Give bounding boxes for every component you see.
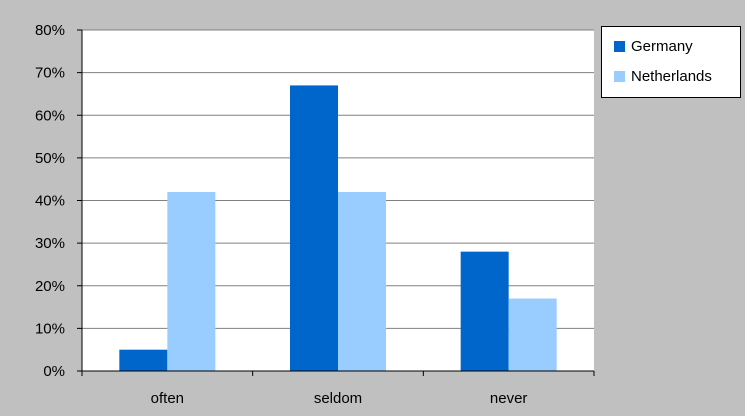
bar-netherlands-seldom bbox=[338, 191, 386, 371]
y-tick-labels: 0% 10% 20% 30% 40% 50% 60% 70% 80% bbox=[35, 22, 65, 380]
bars bbox=[119, 85, 557, 371]
legend-label-germany: Germany bbox=[631, 37, 693, 55]
legend-swatch-germany bbox=[614, 40, 625, 52]
axes bbox=[77, 29, 595, 376]
bar-germany-never bbox=[460, 251, 509, 371]
bar-germany-often bbox=[119, 349, 168, 371]
y-tick-label: 70% bbox=[35, 65, 65, 82]
y-tick-label: 40% bbox=[35, 193, 65, 210]
y-tick-label: 20% bbox=[35, 278, 65, 295]
legend-item-germany: Germany bbox=[614, 37, 693, 55]
legend: Germany Netherlands bbox=[601, 26, 741, 98]
y-tick-label: 80% bbox=[35, 22, 65, 39]
legend-item-netherlands: Netherlands bbox=[614, 67, 712, 85]
y-tick-label: 30% bbox=[35, 235, 65, 252]
y-tick-label: 10% bbox=[35, 320, 65, 337]
bar-netherlands-never bbox=[508, 298, 557, 371]
x-tick-label: never bbox=[490, 390, 528, 407]
legend-swatch-netherlands bbox=[614, 70, 625, 82]
legend-label-netherlands: Netherlands bbox=[631, 67, 712, 85]
x-tick-label: seldom bbox=[314, 390, 362, 407]
bar-netherlands-often bbox=[167, 191, 216, 371]
y-tick-label: 50% bbox=[35, 150, 65, 167]
x-tick-label: often bbox=[151, 390, 184, 407]
y-tick-label: 0% bbox=[43, 363, 65, 380]
bar-germany-seldom bbox=[290, 85, 338, 371]
x-tick-labels: often seldom never bbox=[151, 390, 528, 407]
y-tick-label: 60% bbox=[35, 107, 65, 124]
